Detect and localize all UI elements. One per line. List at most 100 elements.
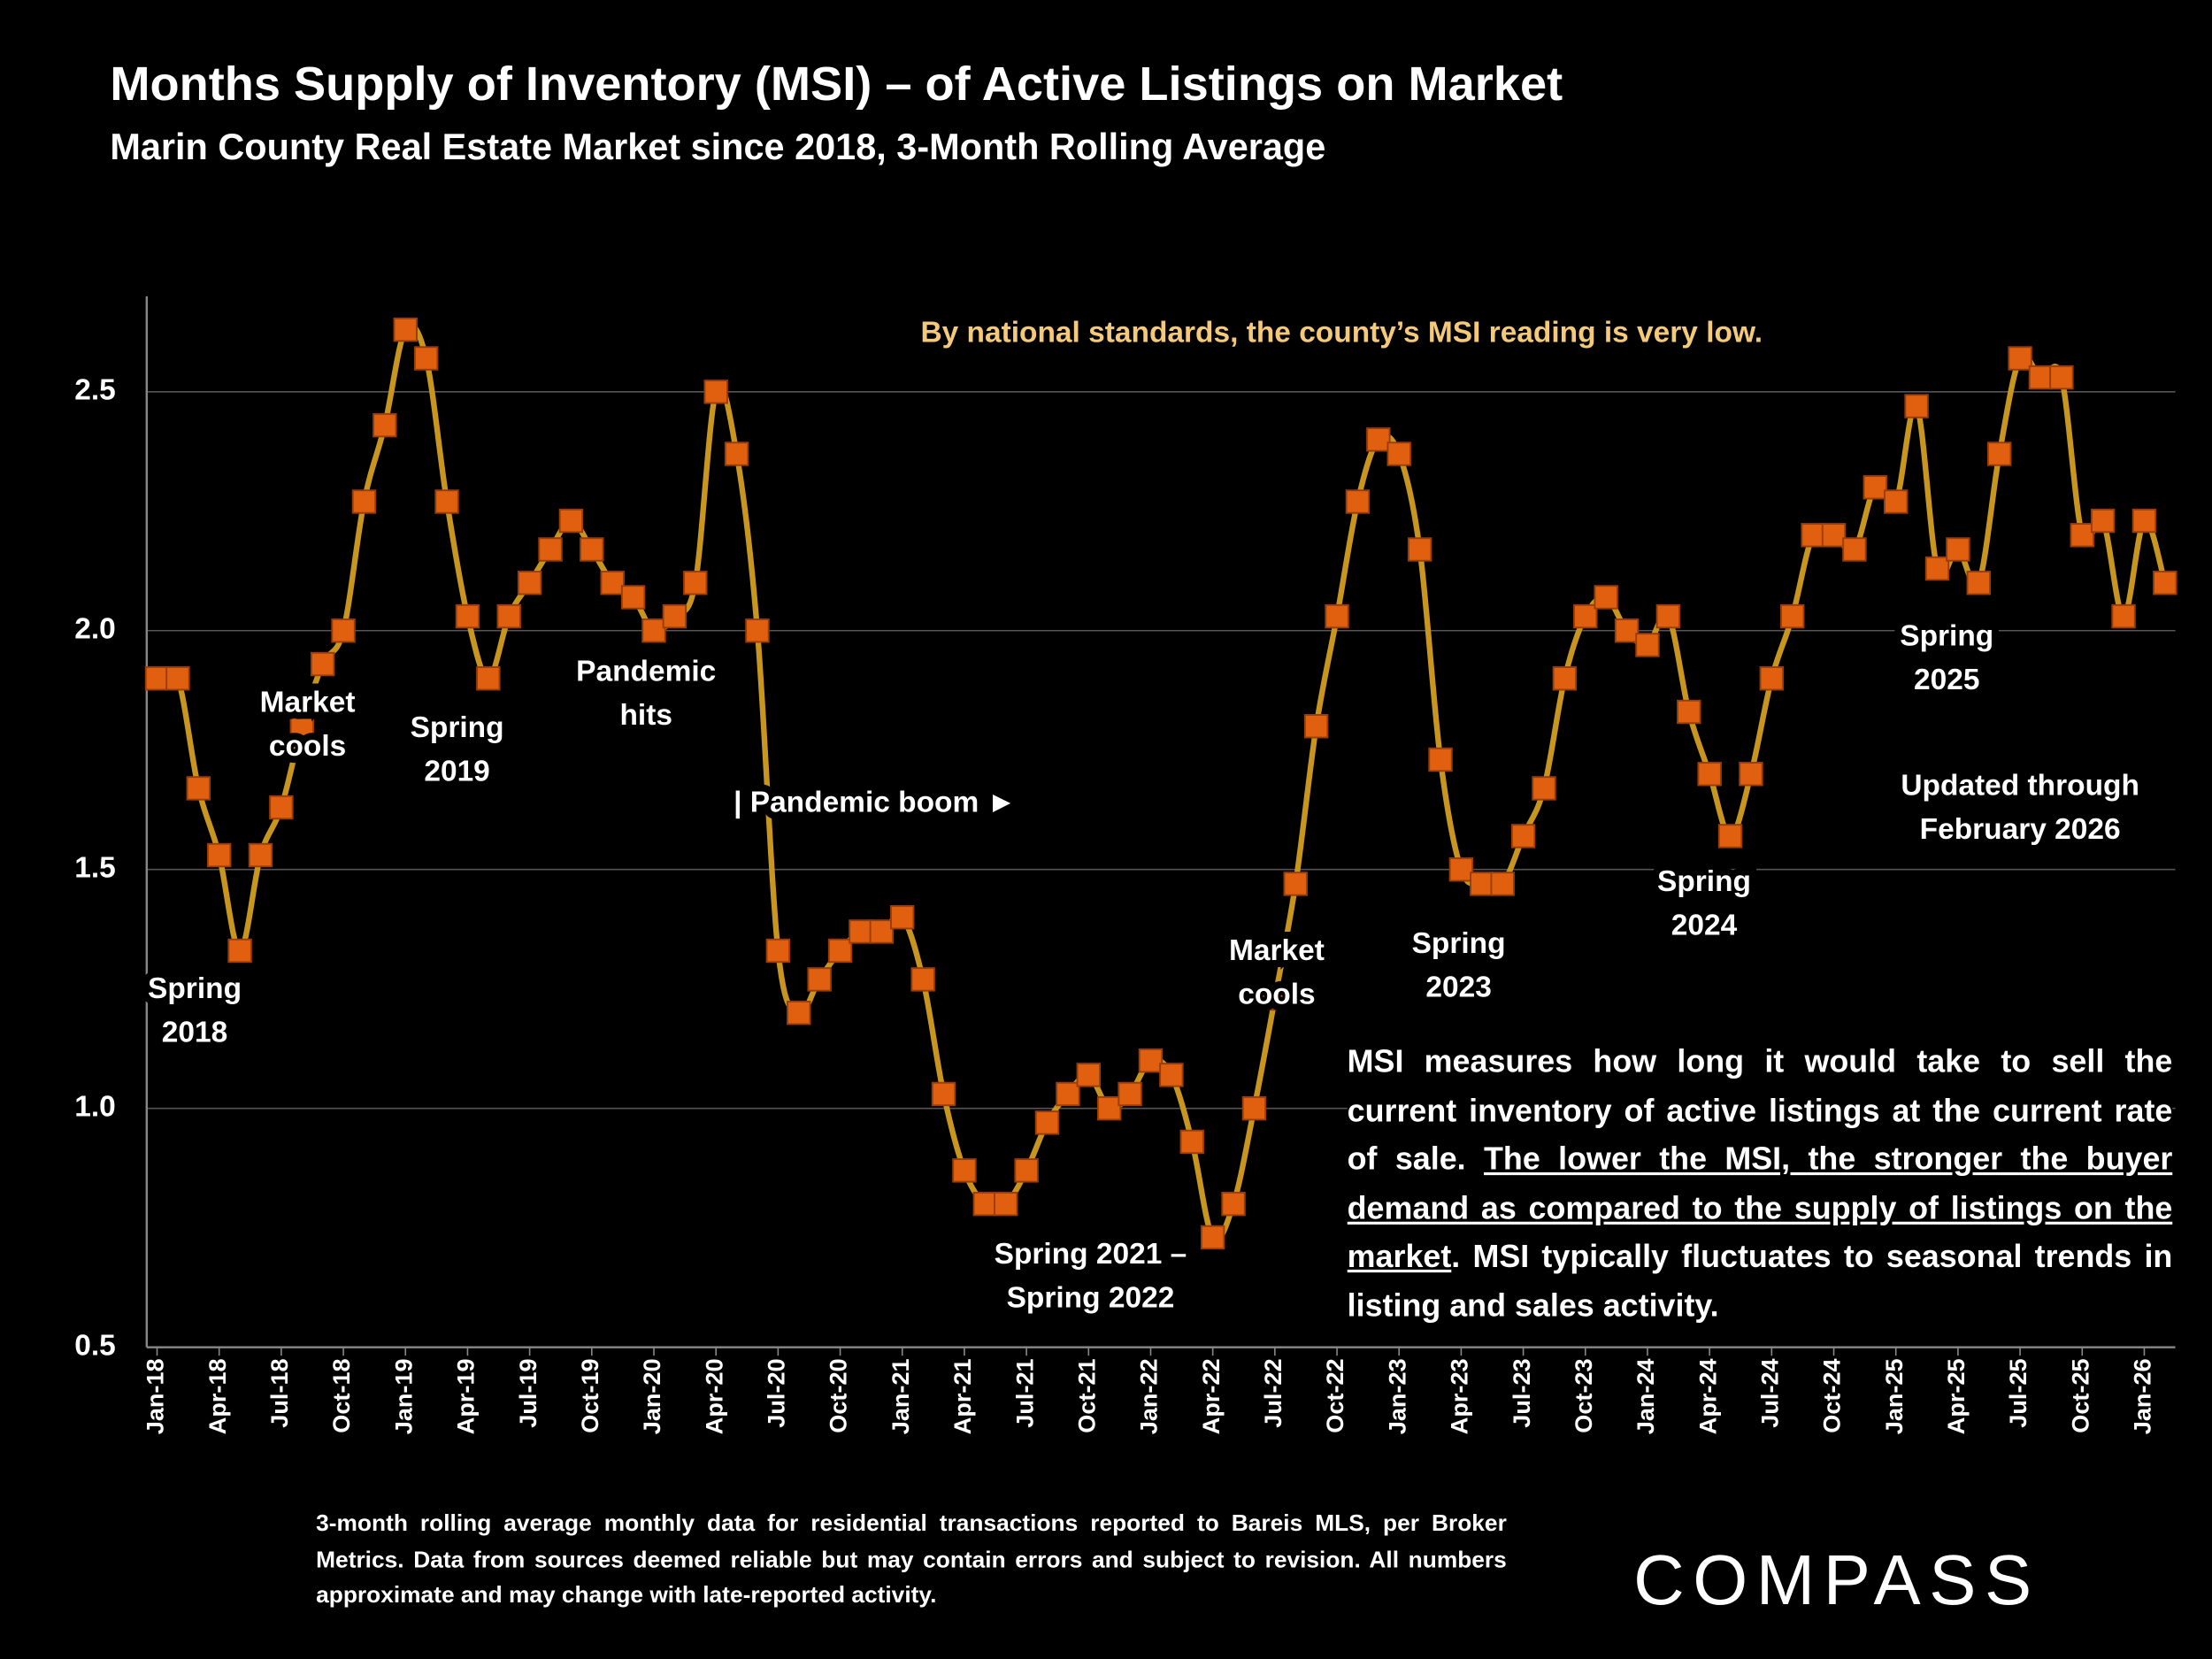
marker <box>1532 776 1556 801</box>
highlight: By national standards, the county’s MSI … <box>920 317 1763 349</box>
marker <box>890 905 915 930</box>
marker <box>248 842 273 868</box>
marker <box>331 618 356 643</box>
marker <box>1863 475 1888 500</box>
annotation: Spring 2021 – <box>995 1238 1187 1271</box>
x-tick-label: Jul-22 <box>1259 1358 1286 1427</box>
x-tick-label: Jan-20 <box>638 1358 665 1434</box>
marker <box>600 571 625 595</box>
x-tick-label: Apr-19 <box>452 1358 480 1434</box>
marker <box>1655 603 1681 629</box>
marker <box>1014 1158 1039 1183</box>
x-tick-label: Jul-19 <box>514 1358 541 1427</box>
x-tick-label: Jul-18 <box>265 1358 293 1427</box>
marker <box>745 618 770 643</box>
marker <box>1303 714 1329 739</box>
marker <box>683 571 708 595</box>
annotation: Updated through <box>1901 770 2139 803</box>
plot <box>144 317 2177 1250</box>
marker <box>2028 365 2054 390</box>
marker <box>641 618 666 643</box>
y-tick-label: 2.0 <box>74 613 116 646</box>
marker <box>1780 603 1805 629</box>
marker <box>455 603 480 629</box>
marker <box>310 651 335 677</box>
marker <box>1986 442 2012 466</box>
annotation: 2024 <box>1671 909 1738 941</box>
annotation: Spring <box>1900 620 1993 653</box>
marker <box>910 967 935 992</box>
marker <box>1801 523 1825 548</box>
marker <box>269 795 294 820</box>
marker <box>1490 872 1515 896</box>
x-tick-label: Jan-18 <box>142 1358 169 1434</box>
marker <box>1904 394 1929 419</box>
x-tick-label: Oct-19 <box>576 1358 603 1432</box>
marker <box>165 666 190 691</box>
description-box: MSI measures how long it would take to s… <box>1347 1038 2173 1328</box>
marker <box>1428 747 1453 772</box>
marker <box>1759 666 1785 691</box>
marker <box>227 938 252 964</box>
marker <box>517 571 542 595</box>
marker <box>1386 442 1411 466</box>
marker <box>496 603 521 629</box>
marker <box>2131 508 2157 534</box>
chart-subtitle: Marin County Real Estate Market since 20… <box>110 126 1325 167</box>
marker <box>620 585 646 610</box>
marker <box>1366 427 1391 452</box>
marker <box>1739 762 1763 787</box>
marker <box>931 1081 956 1107</box>
marker <box>1159 1063 1184 1087</box>
marker <box>1946 537 1970 562</box>
marker <box>1966 571 1992 595</box>
marker <box>1200 1225 1225 1250</box>
x-tick-label: Oct-23 <box>1570 1358 1597 1432</box>
x-tick-label: Jan-25 <box>1880 1358 1908 1434</box>
annotation: Market <box>1229 934 1325 967</box>
marker <box>1221 1191 1246 1217</box>
x-tick-label: Apr-22 <box>1197 1358 1225 1434</box>
marker <box>1883 489 1909 514</box>
logo: COMPASS <box>1633 1540 2040 1619</box>
x-tick-label: Apr-23 <box>1446 1358 1473 1434</box>
marker <box>351 489 377 514</box>
annotation: Pandemic <box>576 655 716 687</box>
annotation: Spring <box>411 711 504 744</box>
marker <box>413 346 439 371</box>
y-tick-label: 0.5 <box>74 1329 116 1362</box>
x-tick-label: Apr-18 <box>204 1358 231 1434</box>
x-tick-label: Oct-20 <box>825 1358 852 1432</box>
marker <box>144 666 170 691</box>
marker <box>1076 1063 1102 1087</box>
marker <box>849 919 873 944</box>
marker <box>1118 1081 1142 1107</box>
x-tick-label: Oct-25 <box>2066 1358 2093 1432</box>
marker <box>662 603 687 629</box>
marker <box>538 537 563 562</box>
footnote: 3-month rolling average monthly data for… <box>316 1506 1507 1615</box>
description: MSI measures how long it would take to s… <box>1347 1038 2173 1328</box>
annotation: hits <box>619 699 672 732</box>
chart-title: Months Supply of Inventory (MSI) – of Ac… <box>110 58 1563 111</box>
description-underlined: The lower the MSI, the stronger the buye… <box>1347 1141 2173 1274</box>
marker <box>807 967 832 992</box>
x-tick-label: Jan-24 <box>1632 1358 1659 1434</box>
y-tick-label: 1.0 <box>74 1091 116 1124</box>
marker <box>1056 1081 1080 1107</box>
marker <box>1717 824 1743 849</box>
x-tick-label: Jul-25 <box>2004 1358 2032 1427</box>
marker <box>724 442 749 466</box>
marker <box>373 412 397 438</box>
x-tick-label: Jul-24 <box>1755 1358 1783 1427</box>
x-tick-label: Apr-20 <box>700 1358 727 1434</box>
marker <box>1677 699 1701 725</box>
marker <box>2111 603 2136 629</box>
footnote-box: 3-month rolling average monthly data for… <box>316 1506 1507 1615</box>
marker <box>2070 523 2094 548</box>
x-tick-label: Oct-21 <box>1072 1358 1100 1432</box>
annotation: February 2026 <box>1920 813 2121 846</box>
marker <box>1594 585 1618 610</box>
